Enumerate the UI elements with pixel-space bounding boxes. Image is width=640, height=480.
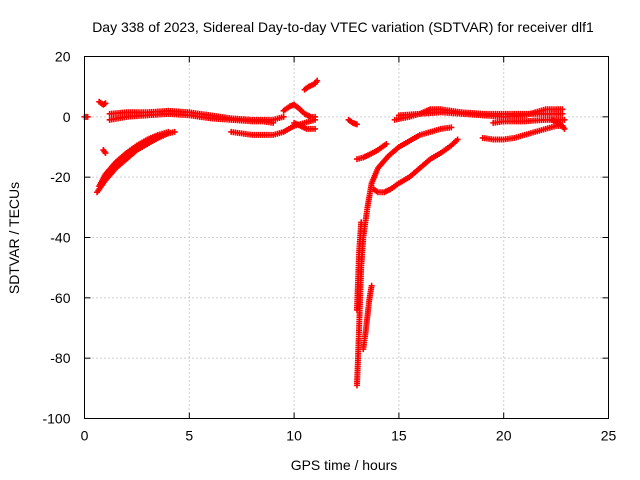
x-tick-label: 5 xyxy=(185,428,193,444)
data-point xyxy=(561,116,568,123)
data-segment xyxy=(228,116,319,138)
data-point xyxy=(84,113,91,120)
data-point xyxy=(559,106,566,113)
data-segment xyxy=(370,136,461,196)
data-segment xyxy=(479,122,566,143)
data-segment xyxy=(490,116,568,126)
data-segment xyxy=(280,101,319,120)
x-tick-label: 0 xyxy=(81,428,89,444)
x-tick-label: 10 xyxy=(286,428,302,444)
data-point xyxy=(383,140,390,147)
y-tick-label: -80 xyxy=(50,350,70,366)
data-point xyxy=(314,77,321,84)
data-segment xyxy=(345,116,360,128)
data-segment xyxy=(360,282,375,353)
data-segment xyxy=(100,147,109,157)
data-segment xyxy=(94,128,178,196)
data-point xyxy=(312,125,319,132)
data-segment xyxy=(81,113,91,120)
x-tick-label: 25 xyxy=(601,428,617,444)
y-tick-label: -100 xyxy=(42,411,70,427)
plot-frame xyxy=(84,56,609,419)
data-segment xyxy=(96,98,109,108)
data-segment xyxy=(353,124,455,389)
data-point xyxy=(358,219,365,226)
y-tick-label: 0 xyxy=(63,109,71,125)
data-point xyxy=(280,113,287,120)
data-segment xyxy=(291,119,319,132)
x-tick-label: 20 xyxy=(496,428,512,444)
y-axis-label: SDTVAR / TECUs xyxy=(6,182,22,294)
data-segment xyxy=(106,107,287,123)
data-marks xyxy=(81,77,568,389)
chart-title: Day 338 of 2023, Sidereal Day-to-day VTE… xyxy=(92,19,594,35)
x-tick-label: 15 xyxy=(391,428,407,444)
data-point xyxy=(171,128,178,135)
data-point xyxy=(312,113,319,120)
data-point xyxy=(561,125,568,132)
tick-labels: 0 5 10 15 20 25 -100 -80 -60 -40 -20 0 20 xyxy=(42,49,616,444)
data-point xyxy=(448,124,455,131)
data-segment xyxy=(395,106,566,120)
y-tick-label: -40 xyxy=(50,230,70,246)
data-point xyxy=(102,100,109,107)
data-segment xyxy=(301,77,321,93)
data-point xyxy=(454,136,461,143)
data-segment xyxy=(96,128,172,190)
data-point xyxy=(353,121,360,128)
y-tick-label: -20 xyxy=(50,169,70,185)
data-segment xyxy=(548,116,568,132)
data-point xyxy=(165,128,172,135)
data-segment xyxy=(353,219,365,313)
y-tick-label: -60 xyxy=(50,290,70,306)
x-axis-label: GPS time / hours xyxy=(291,457,398,473)
data-segment xyxy=(353,140,390,163)
data-point xyxy=(102,150,109,157)
y-tick-label: 20 xyxy=(55,49,71,65)
data-point xyxy=(368,282,375,289)
